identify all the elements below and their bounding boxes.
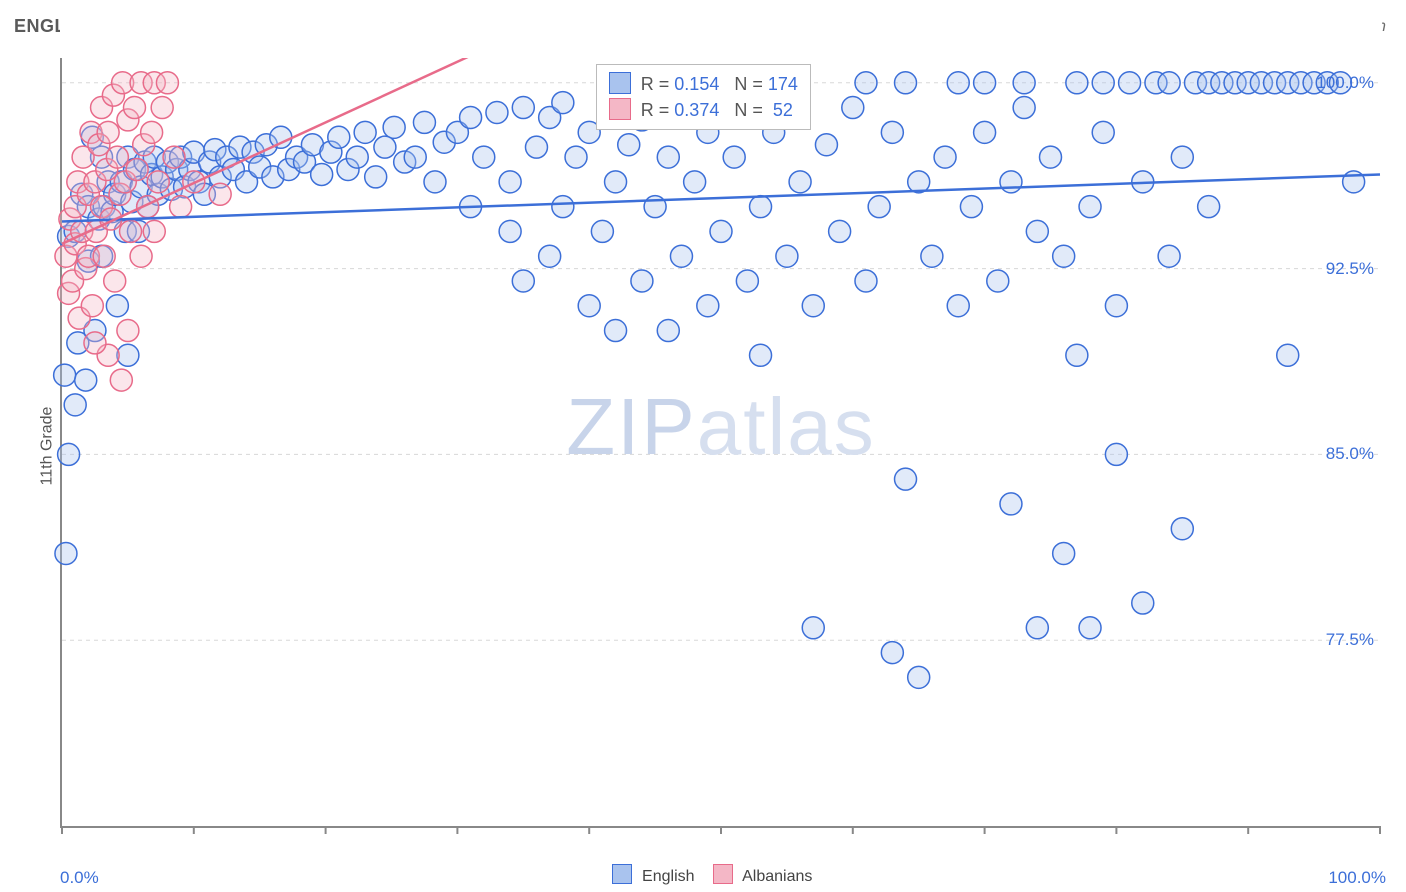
legend-bottom: English Albanians xyxy=(0,864,1406,886)
legend-swatch xyxy=(713,864,733,884)
legend-label: English xyxy=(638,868,695,885)
y-tick-label: 92.5% xyxy=(1326,259,1374,279)
legend-row: R = 0.154 N = 174 xyxy=(609,71,798,97)
y-tick-label: 85.0% xyxy=(1326,444,1374,464)
legend-label: Albanians xyxy=(739,868,813,885)
y-axis-label: 11th Grade xyxy=(38,407,56,486)
legend-correlation-box: R = 0.154 N = 174R = 0.374 N = 52 xyxy=(596,64,811,130)
y-tick-label: 100.0% xyxy=(1316,73,1374,93)
scatter-svg xyxy=(62,58,1380,826)
plot-area: ZIPatlas R = 0.154 N = 174R = 0.374 N = … xyxy=(60,58,1380,828)
y-tick-label: 77.5% xyxy=(1326,630,1374,650)
legend-swatch xyxy=(612,864,632,884)
legend-row: R = 0.374 N = 52 xyxy=(609,97,798,123)
